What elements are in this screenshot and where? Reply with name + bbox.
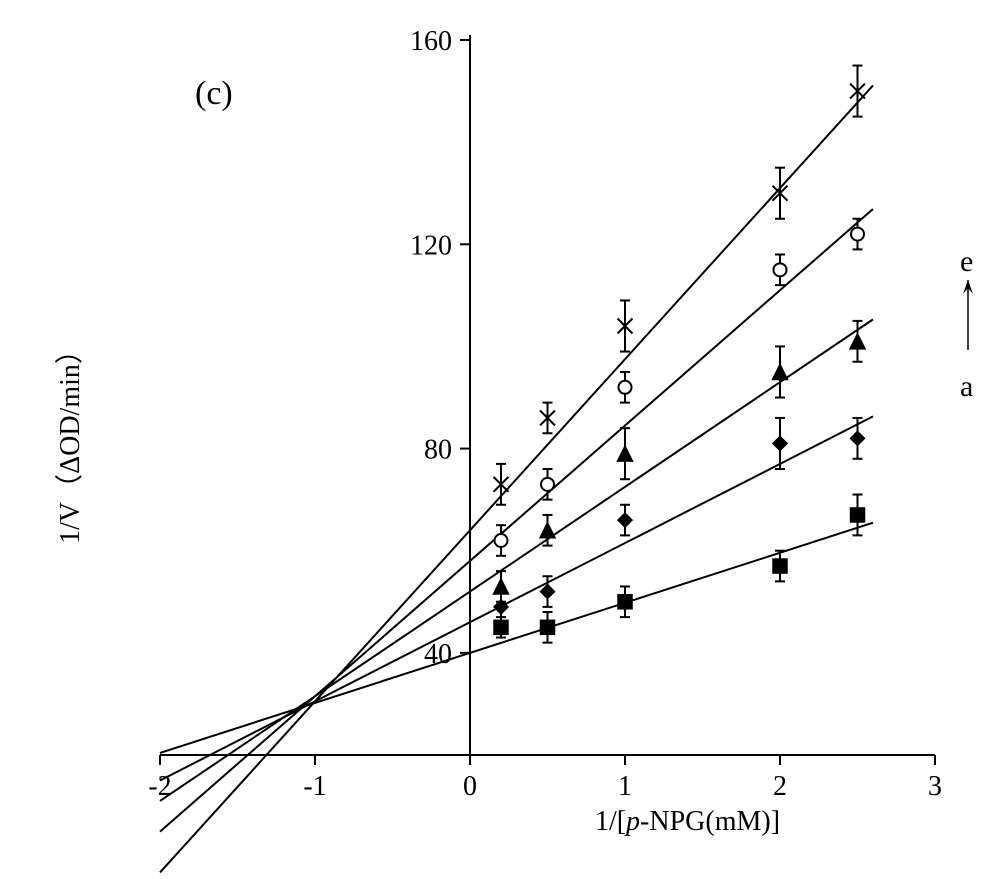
lineweaver-burk-chart: -2-1012340801201601/[p-NPG(mM)] — [0, 0, 1000, 879]
svg-text:3: 3 — [928, 771, 942, 802]
figure-container: -2-1012340801201601/[p-NPG(mM)] (c) 1/V（… — [0, 0, 1000, 879]
series-annotation-e: e — [960, 245, 973, 279]
svg-text:120: 120 — [410, 230, 452, 261]
panel-label: (c) — [195, 75, 233, 113]
svg-text:160: 160 — [410, 26, 452, 57]
svg-text:0: 0 — [463, 771, 477, 802]
svg-text:1/[p-NPG(mM)]: 1/[p-NPG(mM)] — [595, 806, 780, 837]
svg-text:80: 80 — [424, 435, 452, 466]
svg-text:1: 1 — [618, 771, 632, 802]
y-axis-label: 1/V（ΔOD/min） — [48, 336, 88, 544]
svg-text:-1: -1 — [303, 771, 326, 802]
svg-text:2: 2 — [773, 771, 787, 802]
series-annotation-a: a — [960, 370, 973, 404]
